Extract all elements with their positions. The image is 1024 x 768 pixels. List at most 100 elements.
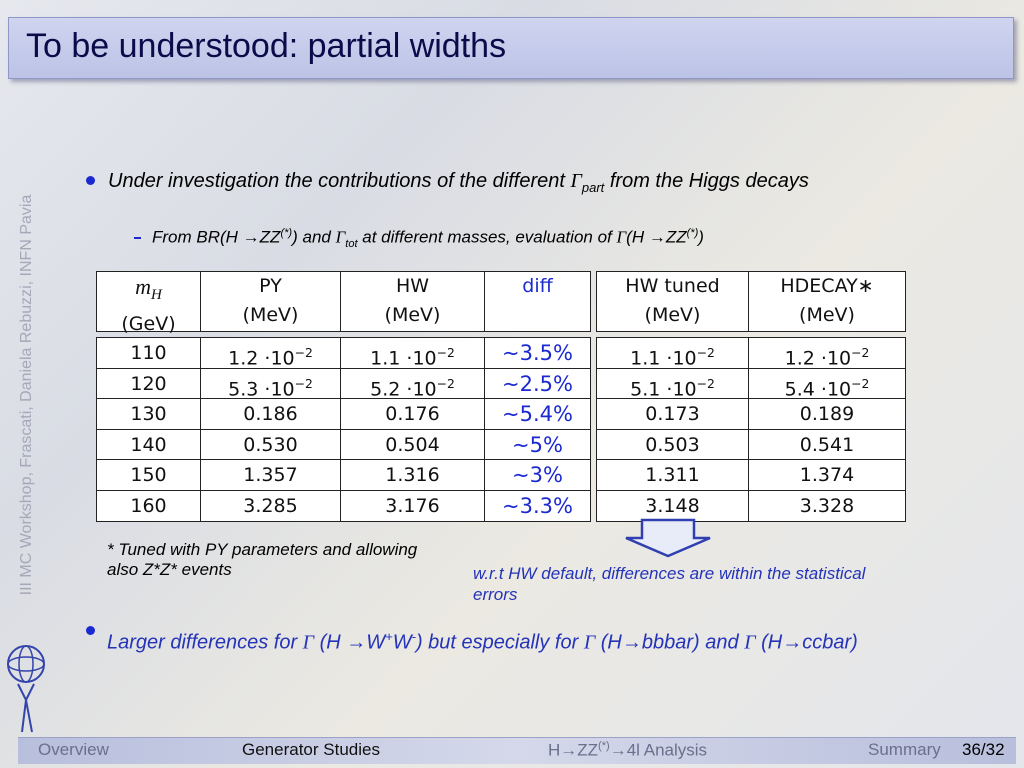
footer-section[interactable]: Generator Studies	[242, 740, 380, 759]
cell-text: 5.2 ·10	[370, 377, 437, 400]
footer-section[interactable]: H→ZZ(*)→4l Analysis	[548, 740, 707, 761]
header-name: mH	[97, 272, 200, 310]
header-name: HDECAY∗	[749, 272, 905, 301]
table-cell: 160	[96, 490, 201, 522]
table-cell: 3.285	[200, 490, 341, 522]
cell-exponent: −2	[436, 346, 455, 360]
header-cell: diff	[484, 271, 591, 332]
table-cell: 0.541	[748, 428, 906, 461]
table-cell: ∼3%	[484, 459, 591, 491]
bullet-text: Larger differences for Γ (H →W+W-) but e…	[107, 620, 937, 660]
text: Γ	[335, 227, 346, 247]
cell-text: 5.1 ·10	[630, 377, 697, 400]
table-cell: 3.328	[748, 490, 906, 522]
footnote: * Tuned with PY parameters and allowing …	[107, 540, 418, 579]
logo	[7, 645, 45, 733]
cell-text: 0.186	[243, 403, 298, 426]
bullet-text: Under investigation the contributions of…	[108, 170, 938, 199]
table-cell: 0.176	[340, 398, 485, 430]
table-cell: ∼3.5%	[484, 337, 591, 369]
table-cell: 0.189	[748, 398, 906, 430]
text: tot	[345, 238, 358, 251]
cell-text: 1.311	[645, 464, 700, 487]
cell-text: 110	[130, 342, 167, 364]
text: (*)	[280, 227, 293, 239]
text: part	[581, 180, 605, 195]
header-cell: HW (MeV)	[340, 271, 485, 332]
table-cell: 5.4 ·10−2	[748, 367, 906, 400]
page-number: 36/32	[962, 740, 1005, 759]
table-cell: 0.503	[596, 428, 749, 461]
header-text: diff	[522, 275, 553, 297]
header-text: PY	[259, 275, 282, 297]
footer-text: →4l Analysis	[609, 740, 708, 760]
text: +	[385, 629, 393, 644]
footer-section[interactable]: Summary	[868, 740, 941, 759]
cell-text: 1.2 ·10	[228, 347, 295, 370]
header-text: m	[135, 274, 152, 299]
text: Γ	[583, 631, 596, 654]
sub-bullet-text: From BR(H →ZZ(*)) and Γtot at different …	[152, 227, 932, 250]
slide-title: To be understood: partial widths	[26, 27, 507, 65]
note: w.r.t HW default, differences are within…	[473, 564, 866, 604]
table-cell: 3.148	[596, 490, 749, 522]
text: (H →ZZ	[626, 227, 687, 247]
text: W	[392, 631, 412, 654]
text: (H →W	[314, 631, 386, 654]
text: (H→ccbar)	[755, 631, 858, 654]
table-cell: ∼2.5%	[484, 367, 591, 400]
table-cell: 130	[96, 398, 201, 430]
header-text: HW tuned	[625, 275, 720, 297]
table-cell: 1.316	[340, 459, 485, 491]
cell-exponent: −2	[294, 376, 313, 391]
sub-bullet-dash	[134, 237, 141, 239]
cell-text: 150	[130, 464, 167, 487]
header-cell: HW tuned (MeV)	[596, 271, 749, 332]
table-cell: 5.3 ·10−2	[200, 367, 341, 400]
cell-text: 0.541	[799, 433, 855, 456]
header-name: diff	[485, 272, 590, 301]
header-unit: (MeV)	[644, 304, 701, 326]
cell-text: 0.173	[645, 403, 700, 426]
bullet	[86, 626, 95, 635]
table-cell: 1.1 ·10−2	[596, 337, 749, 369]
table-cell: 1.1 ·10−2	[340, 337, 485, 369]
cell-text: ∼2.5%	[502, 371, 573, 396]
cell-text: 0.504	[385, 433, 440, 456]
header-name: HW tuned	[597, 272, 748, 301]
footer-section[interactable]: Overview	[38, 740, 109, 759]
table-cell: 1.2 ·10−2	[748, 337, 906, 369]
header-text: HW	[395, 275, 430, 297]
side-label: III MC Workshop, Frascati, Daniela Rebuz…	[18, 194, 35, 596]
arrow	[625, 518, 711, 558]
cell-text: 1.374	[799, 464, 855, 487]
text: ) but especially for	[415, 631, 584, 654]
title-bar	[8, 17, 1014, 79]
table-cell: 5.1 ·10−2	[596, 367, 749, 400]
table-cell: 0.173	[596, 398, 749, 430]
cell-exponent: −2	[696, 346, 715, 360]
table-cell: 1.357	[200, 459, 341, 491]
cell-text: 1.316	[385, 464, 440, 487]
header-unit: (MeV)	[242, 304, 299, 326]
text: from the Higgs decays	[604, 170, 809, 192]
table-cell: ∼5.4%	[484, 398, 591, 430]
cell-text: 3.176	[385, 495, 440, 517]
footer-text: H→ZZ	[548, 740, 599, 760]
cell-text: 3.285	[243, 495, 298, 517]
text: ) and	[292, 227, 336, 247]
cell-text: 5.3 ·10	[228, 377, 295, 400]
cell-text: 1.1 ·10	[630, 347, 697, 370]
footer-bar	[18, 737, 1016, 764]
header-name: PY	[201, 272, 340, 301]
text: Under investigation the contributions of…	[108, 170, 571, 192]
table-cell: 120	[96, 367, 201, 400]
text: Γ	[570, 170, 582, 192]
table-cell: 0.530	[200, 428, 341, 461]
cell-text: 160	[130, 495, 167, 517]
header-name: HW	[341, 272, 484, 301]
table-cell: 1.311	[596, 459, 749, 491]
table-cell: ∼3.3%	[484, 490, 591, 522]
text: Γ	[302, 631, 315, 654]
